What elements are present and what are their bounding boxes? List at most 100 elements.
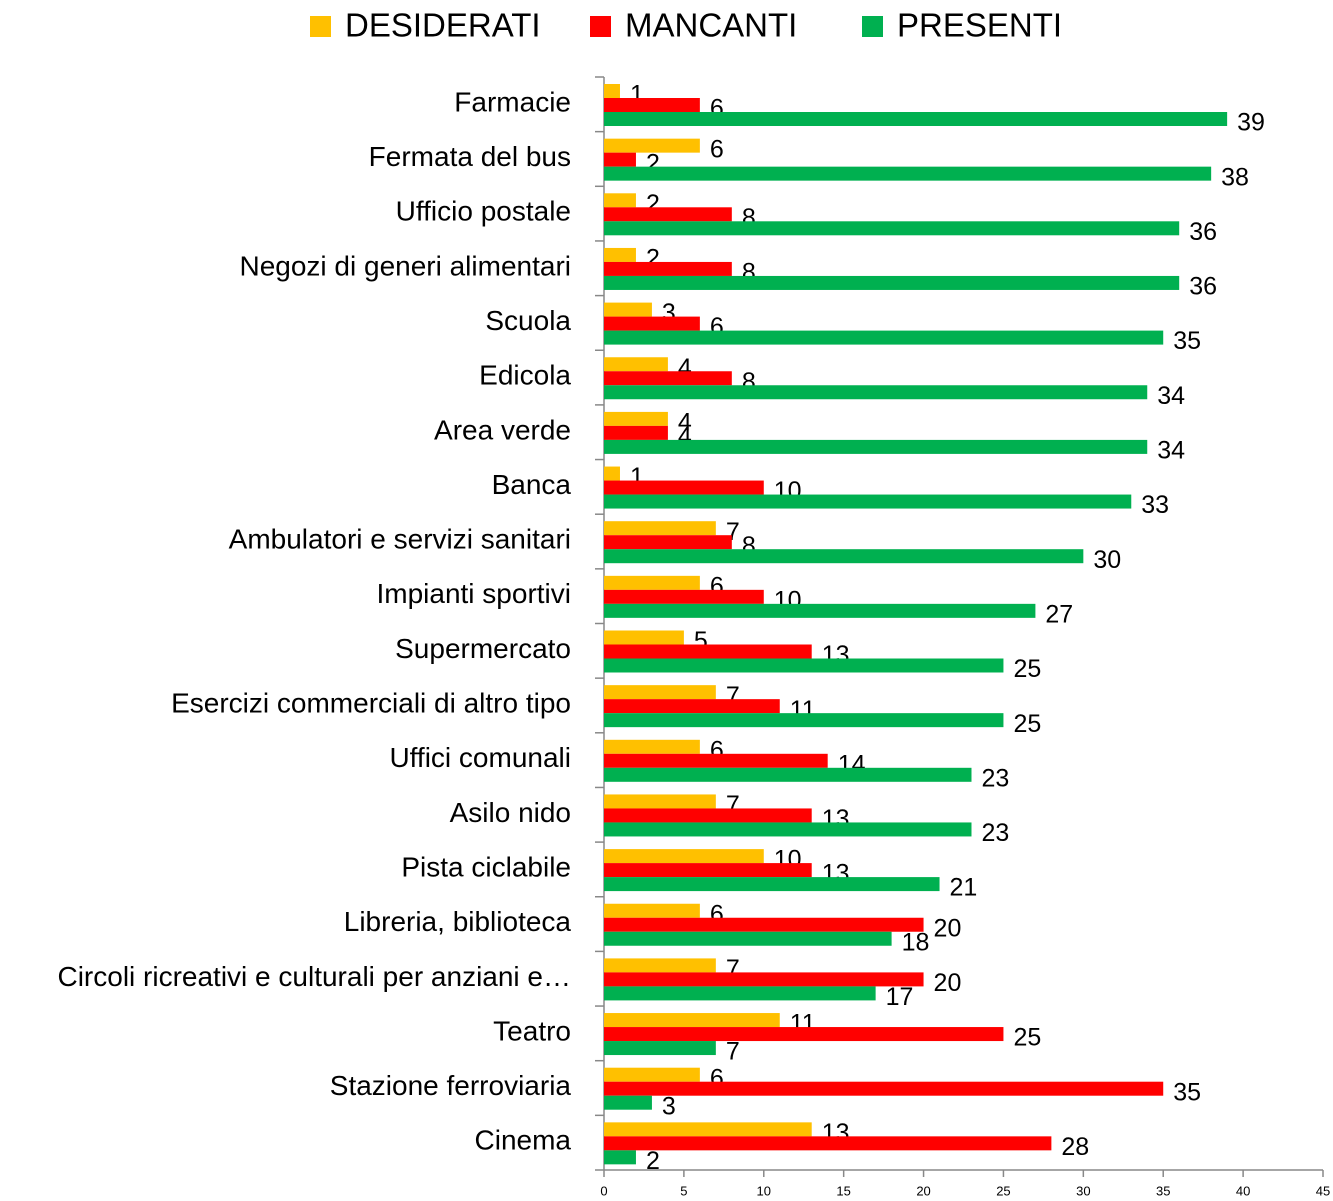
bar <box>604 822 972 837</box>
x-tick-label: 45 <box>1316 1183 1330 1198</box>
bar <box>604 357 668 372</box>
value-label: 36 <box>1189 218 1217 246</box>
value-label: 7 <box>726 1038 740 1066</box>
value-label: 30 <box>1093 546 1121 574</box>
category-label: Negozi di generi alimentari <box>239 250 571 281</box>
bar <box>604 535 732 550</box>
category-label: Farmacie <box>454 86 571 117</box>
x-tick-label: 25 <box>996 1183 1010 1198</box>
bar <box>604 247 636 262</box>
bar <box>604 1067 700 1082</box>
bar <box>604 739 700 754</box>
bar <box>604 713 1004 728</box>
category-label: Scuola <box>485 305 571 336</box>
legend-swatch <box>862 16 883 37</box>
x-tick-label: 10 <box>757 1183 771 1198</box>
bar <box>604 603 1036 618</box>
category-label: Stazione ferroviaria <box>330 1070 572 1101</box>
bar <box>604 480 764 495</box>
value-label: 28 <box>1061 1133 1089 1161</box>
category-label: Edicola <box>479 360 571 391</box>
value-label: 27 <box>1045 600 1073 628</box>
value-label: 6 <box>710 135 724 163</box>
x-tick-label: 20 <box>916 1183 930 1198</box>
value-label: 18 <box>902 928 930 956</box>
bar <box>604 808 812 823</box>
bar <box>604 112 1228 126</box>
value-label: 38 <box>1221 163 1249 191</box>
value-label: 39 <box>1237 109 1265 137</box>
category-label: Supermercato <box>395 633 571 664</box>
bar <box>604 917 924 932</box>
bar <box>604 221 1180 236</box>
bar <box>604 986 876 1001</box>
value-label: 20 <box>934 969 962 997</box>
bar <box>604 207 732 222</box>
category-label: Asilo nido <box>450 797 571 828</box>
bar <box>604 466 620 481</box>
bar <box>604 958 716 973</box>
bar <box>604 166 1212 181</box>
bar <box>604 330 1164 345</box>
bar <box>604 1081 1164 1096</box>
value-label: 25 <box>1013 710 1041 738</box>
legend-label: PRESENTI <box>897 7 1062 44</box>
bar <box>604 411 668 426</box>
bar <box>604 849 764 864</box>
value-label: 23 <box>981 764 1009 792</box>
category-label: Esercizi commerciali di altro tipo <box>171 688 571 719</box>
bar <box>604 767 972 782</box>
value-label: 33 <box>1141 491 1169 519</box>
bar <box>604 1027 1004 1042</box>
category-label: Circoli ricreativi e culturali per anzia… <box>57 961 571 992</box>
value-label: 17 <box>886 983 914 1011</box>
value-label: 35 <box>1173 1078 1201 1106</box>
legend-swatch <box>590 16 611 37</box>
bar <box>604 1136 1052 1151</box>
value-label: 36 <box>1189 273 1217 301</box>
category-label: Impianti sportivi <box>376 578 571 609</box>
x-tick-label: 0 <box>600 1183 607 1198</box>
bar <box>604 316 700 331</box>
value-label: 25 <box>1013 1024 1041 1052</box>
bar <box>604 521 716 536</box>
value-label: 34 <box>1157 437 1185 465</box>
bar <box>604 385 1148 400</box>
category-label: Banca <box>492 469 572 500</box>
legend-label: DESIDERATI <box>345 7 541 44</box>
bar <box>604 1122 812 1137</box>
bar <box>604 549 1084 564</box>
bar <box>604 644 812 659</box>
category-label: Pista ciclabile <box>401 851 571 882</box>
bar <box>604 685 716 700</box>
value-label: 21 <box>950 874 978 902</box>
bar <box>604 589 764 604</box>
category-label: Libreria, biblioteca <box>344 906 572 937</box>
bar <box>604 371 732 386</box>
bar <box>604 439 1148 454</box>
value-label: 34 <box>1157 382 1185 410</box>
legend-label: MANCANTI <box>625 7 797 44</box>
category-label: Ufficio postale <box>396 196 571 227</box>
bar <box>604 1150 636 1165</box>
x-tick-label: 35 <box>1156 1183 1170 1198</box>
category-label: Uffici comunali <box>389 742 571 773</box>
x-tick-label: 5 <box>680 1183 687 1198</box>
category-label: Area verde <box>434 414 571 445</box>
bar <box>604 261 732 276</box>
category-label: Fermata del bus <box>369 141 571 172</box>
bar <box>604 138 700 153</box>
bar <box>604 302 652 317</box>
bar <box>604 84 620 98</box>
bar <box>604 903 700 918</box>
bar <box>604 753 828 768</box>
bar <box>604 575 700 590</box>
x-tick-label: 15 <box>836 1183 850 1198</box>
bar <box>604 972 924 987</box>
bar <box>604 658 1004 673</box>
value-label: 25 <box>1013 655 1041 683</box>
category-label: Ambulatori e servizi sanitari <box>229 524 571 555</box>
bar <box>604 863 812 878</box>
bar <box>604 630 684 645</box>
